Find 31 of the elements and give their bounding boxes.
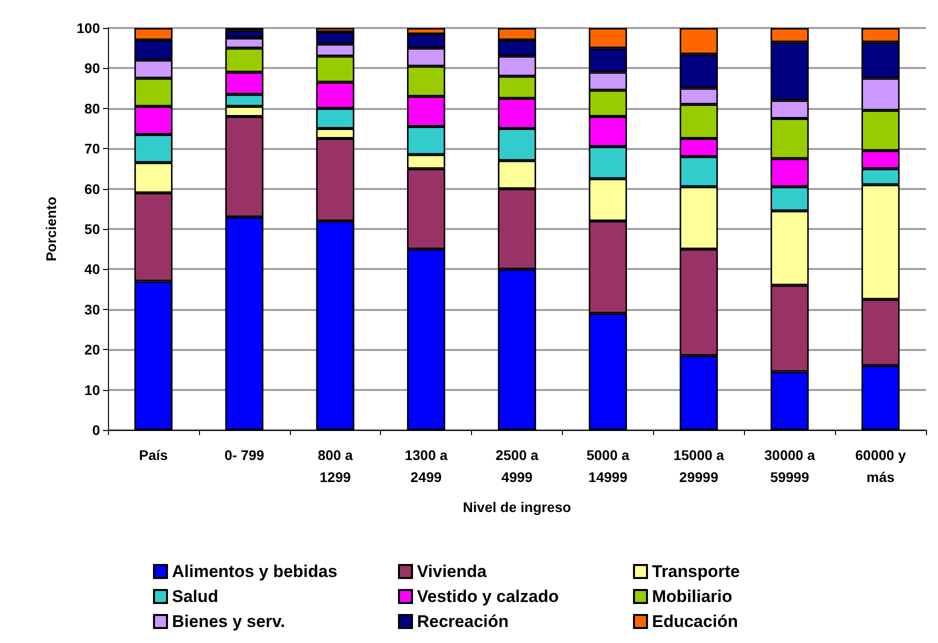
y-tick-label: 0 [92,422,100,438]
legend-label: Educación [652,612,738,631]
legend-label: Recreación [417,612,509,631]
x-tick-label: 800 a 1299 [318,447,353,485]
y-axis-title: Porciento [43,196,59,262]
x-tick-label: 2500 a 4999 [496,447,539,485]
x-tick-label: 1300 a 2499 [404,447,448,485]
legend-label: Alimentos y bebidas [172,562,338,581]
y-tick-label: 70 [84,140,100,157]
x-tick-label: 5000 a 14999 [586,447,630,485]
legend-label: Salud [172,587,218,606]
legend-label: Bienes y serv. [172,612,286,631]
x-tick-label: 30000 a 59999 [764,447,816,485]
y-tick-label: 40 [84,261,100,278]
y-tick-label: 10 [84,382,100,398]
x-tick-label: 0- 799 [224,447,264,463]
x-axis-title: Nivel de ingreso [462,499,572,515]
y-tick-label: 20 [84,342,100,358]
y-tick-label: 90 [84,60,100,76]
y-tick-label: 30 [84,301,100,318]
y-tick-label: 100 [76,20,100,36]
x-tick-label: País [139,447,168,463]
legend-label: Mobiliario [652,587,732,606]
legend-label: Vivienda [417,562,488,581]
y-tick-label: 80 [84,100,100,116]
y-tick-label: 60 [84,180,100,197]
x-tick-label: 60000 y más [855,447,906,485]
x-tick-label: 15000 a 29999 [673,447,724,485]
legend-label: Transporte [652,562,740,581]
y-tick-label: 50 [84,221,100,237]
legend-label: Vestido y calzado [417,587,559,606]
